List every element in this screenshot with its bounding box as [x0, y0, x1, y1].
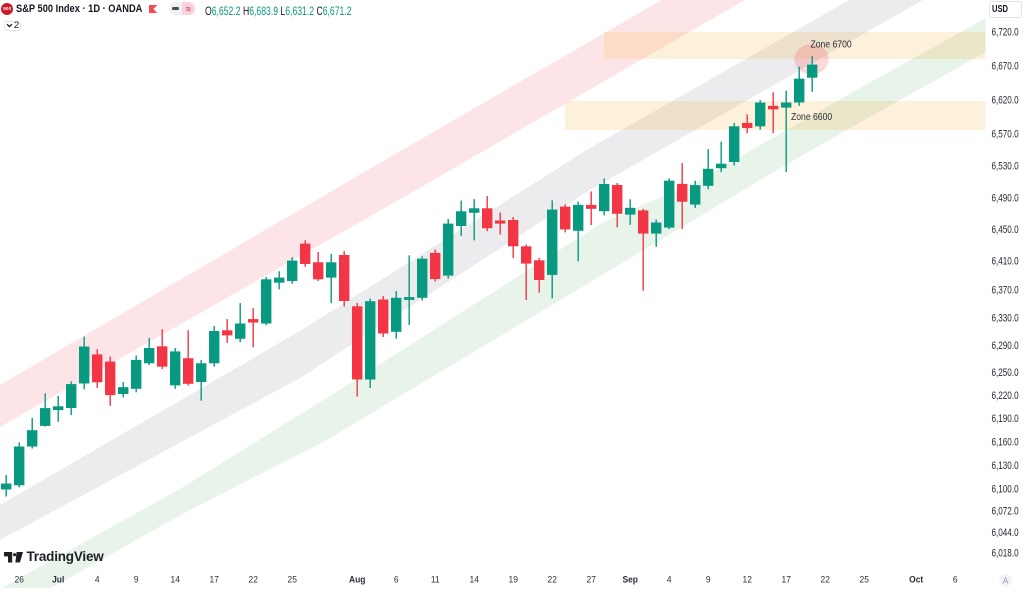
svg-text:14: 14 — [171, 574, 180, 585]
svg-text:17: 17 — [782, 574, 791, 585]
svg-text:6,290.0: 6,290.0 — [992, 340, 1020, 353]
svg-text:17: 17 — [210, 574, 219, 585]
svg-text:6,044.0: 6,044.0 — [992, 527, 1020, 540]
svg-text:6,450.0: 6,450.0 — [992, 224, 1020, 237]
svg-text:6,410.0: 6,410.0 — [992, 255, 1020, 268]
svg-text:Oct: Oct — [909, 574, 923, 585]
svg-text:6,570.0: 6,570.0 — [992, 128, 1020, 141]
svg-text:25: 25 — [860, 574, 869, 585]
svg-text:9: 9 — [134, 574, 139, 585]
svg-text:27: 27 — [587, 574, 596, 585]
svg-text:6,330.0: 6,330.0 — [992, 312, 1020, 325]
svg-text:26: 26 — [15, 574, 24, 585]
svg-text:6: 6 — [953, 574, 958, 585]
svg-text:19: 19 — [509, 574, 518, 585]
svg-text:6: 6 — [394, 574, 399, 585]
svg-text:6,720.0: 6,720.0 — [992, 26, 1020, 39]
svg-text:6,620.0: 6,620.0 — [992, 94, 1020, 107]
svg-text:6,130.0: 6,130.0 — [992, 460, 1020, 473]
svg-text:6,160.0: 6,160.0 — [992, 436, 1020, 449]
svg-text:6,530.0: 6,530.0 — [992, 160, 1020, 173]
svg-text:12: 12 — [743, 574, 752, 585]
svg-text:Zone 6700: Zone 6700 — [811, 39, 852, 51]
svg-text:Jul: Jul — [52, 574, 64, 585]
svg-text:Aug: Aug — [349, 574, 365, 585]
svg-text:6,018.0: 6,018.0 — [992, 547, 1020, 560]
svg-text:6,370.0: 6,370.0 — [992, 284, 1020, 297]
svg-text:25: 25 — [288, 574, 297, 585]
svg-text:4: 4 — [95, 574, 100, 585]
svg-text:14: 14 — [470, 574, 479, 585]
svg-text:22: 22 — [821, 574, 830, 585]
svg-text:22: 22 — [548, 574, 557, 585]
svg-text:6,190.0: 6,190.0 — [992, 413, 1020, 426]
svg-text:6,670.0: 6,670.0 — [992, 60, 1020, 73]
svg-text:6,220.0: 6,220.0 — [992, 390, 1020, 403]
svg-text:6,100.0: 6,100.0 — [992, 483, 1020, 496]
svg-text:22: 22 — [249, 574, 258, 585]
svg-text:Zone 6600: Zone 6600 — [791, 111, 832, 123]
svg-text:11: 11 — [431, 574, 440, 585]
svg-text:Sep: Sep — [622, 574, 638, 585]
svg-text:9: 9 — [706, 574, 711, 585]
svg-text:A: A — [1003, 576, 1009, 586]
svg-text:6,250.0: 6,250.0 — [992, 367, 1020, 380]
svg-text:6,072.0: 6,072.0 — [992, 505, 1020, 518]
svg-text:6,490.0: 6,490.0 — [992, 192, 1020, 205]
svg-text:4: 4 — [667, 574, 672, 585]
